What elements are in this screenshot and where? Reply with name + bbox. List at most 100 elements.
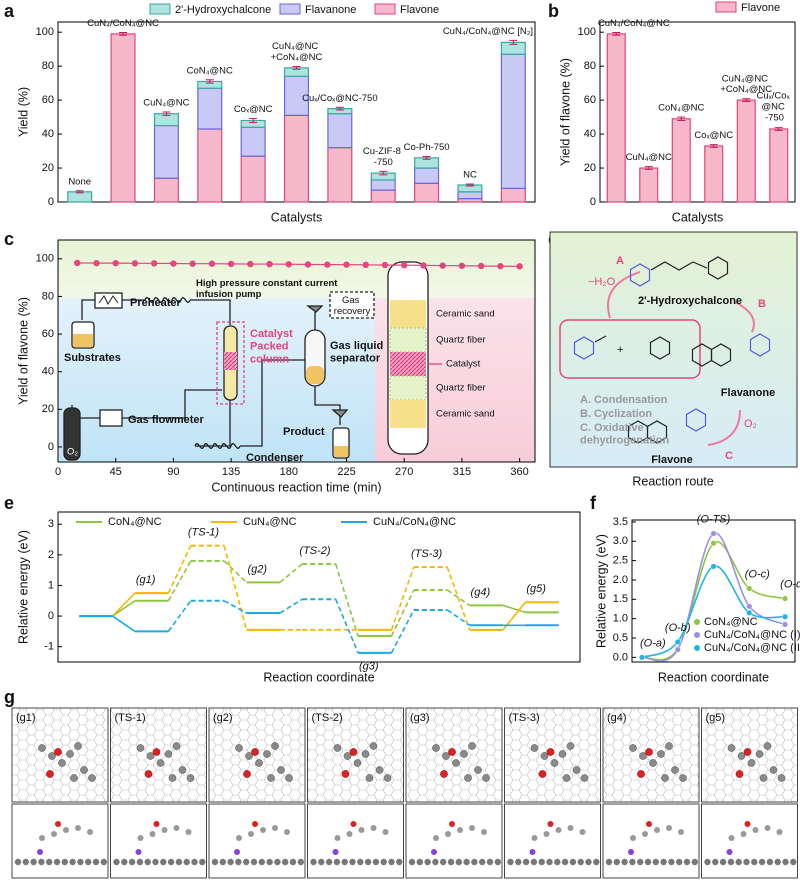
- atom: [113, 858, 120, 866]
- connector: [390, 609, 415, 654]
- atom: [175, 858, 183, 866]
- data-point: [227, 260, 235, 268]
- layer-catalyst: [390, 352, 426, 376]
- error-bar: [292, 65, 301, 70]
- connector: [279, 563, 303, 584]
- bar: [414, 167, 440, 184]
- text-line: Catalyst: [250, 328, 296, 340]
- atom: [332, 849, 339, 855]
- atom: [350, 821, 357, 827]
- atom: [318, 858, 325, 866]
- atom: [185, 829, 192, 835]
- layer-quartz: [389, 375, 427, 401]
- ring: [573, 336, 595, 360]
- atom: [152, 748, 161, 756]
- atom: [70, 774, 78, 782]
- atom: [531, 835, 538, 841]
- data-point: [781, 621, 789, 628]
- connector: [112, 600, 136, 617]
- plot-frame: [631, 519, 796, 663]
- data-point: [638, 654, 646, 661]
- atom: [245, 752, 253, 760]
- error-bar: [119, 32, 128, 36]
- y-tick-label: 2.5: [613, 555, 628, 567]
- panel-letter: c: [4, 229, 14, 249]
- y-tick-label: 3.5: [613, 516, 628, 528]
- x-axis-label: Catalysts: [672, 210, 723, 224]
- bg-band: [58, 240, 535, 298]
- atom: [555, 827, 562, 833]
- bond: [594, 335, 607, 343]
- atom: [146, 752, 155, 760]
- y-tick-label: 3: [48, 518, 54, 530]
- condenser-coil: [194, 443, 241, 449]
- data-point: [477, 262, 485, 270]
- state-label: (g1): [136, 574, 156, 586]
- atom: [522, 858, 530, 866]
- panel-c-background: [58, 240, 535, 462]
- label: O₂: [67, 447, 78, 458]
- atom: [683, 858, 691, 866]
- atom: [255, 759, 263, 767]
- y-tick-label: 0.5: [613, 632, 628, 644]
- text-line: infusion pump: [196, 288, 262, 299]
- bar-label: Cuₓ/Coₓ@NC-750: [302, 93, 378, 104]
- connector: [279, 598, 303, 614]
- y-tick-label: 0: [590, 196, 596, 208]
- atom: [48, 752, 56, 760]
- atom: [758, 858, 766, 866]
- y-tick-label: 0: [48, 196, 54, 208]
- arrow-c: [707, 409, 741, 446]
- gas-recovery-box: [329, 291, 375, 319]
- bar-label: CoN₄@NC: [187, 65, 233, 76]
- atom: [46, 770, 54, 778]
- bar: [457, 191, 483, 200]
- bar: [153, 177, 179, 203]
- atom: [14, 858, 22, 866]
- data-point: [131, 260, 139, 267]
- bar: [283, 114, 310, 203]
- connector: [446, 566, 471, 631]
- y-tick-label: -1: [44, 641, 54, 653]
- label: Substrates: [64, 352, 121, 364]
- atom: [585, 858, 592, 866]
- atom: [759, 774, 768, 782]
- atom: [666, 825, 672, 831]
- atom: [380, 858, 387, 866]
- data-point: [781, 613, 789, 620]
- x-axis-label: Reaction coordinate: [263, 670, 374, 684]
- y-tick-label: 40: [42, 128, 54, 140]
- atom: [408, 858, 416, 866]
- atom: [550, 759, 559, 767]
- bar-label: Cuₓ/Coₓ @NC -750: [757, 90, 793, 123]
- ring: [649, 336, 671, 360]
- atom: [38, 744, 46, 752]
- atom: [431, 849, 437, 855]
- error-bar: [422, 155, 431, 160]
- atom: [128, 858, 136, 866]
- atom: [51, 831, 57, 837]
- atom: [137, 835, 144, 841]
- layer-label: Ceramic sand: [436, 309, 495, 320]
- state-label: (TS-1): [188, 527, 220, 539]
- bar: [414, 182, 440, 203]
- y-tick-label: 1.0: [613, 613, 628, 625]
- x-axis-label: Reaction coordinate: [658, 670, 769, 684]
- data-point: [497, 262, 504, 270]
- label: Flavone: [651, 454, 693, 466]
- atom: [540, 752, 549, 760]
- error-bar: [335, 106, 344, 111]
- atom: [642, 831, 648, 837]
- legend-marker: [694, 632, 700, 638]
- structure-side: [405, 803, 503, 879]
- atom: [100, 858, 108, 866]
- atom: [357, 858, 364, 866]
- structure-label: (g4): [607, 712, 627, 724]
- atom: [424, 858, 431, 866]
- bar: [639, 167, 659, 203]
- atom: [727, 744, 736, 752]
- atom: [543, 831, 550, 837]
- y-tick-label: 40: [584, 128, 596, 140]
- error-bar: [612, 32, 621, 36]
- atom: [38, 858, 45, 866]
